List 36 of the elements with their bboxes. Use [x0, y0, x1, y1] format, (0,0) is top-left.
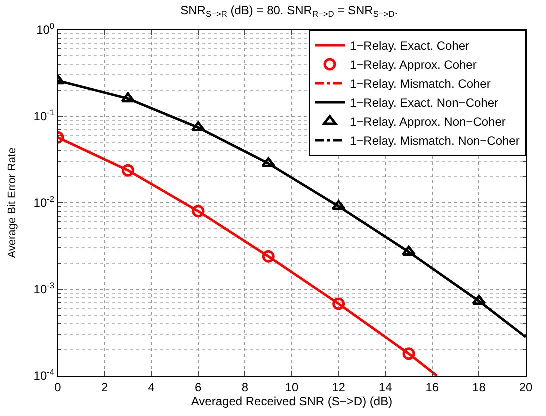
x-tick-label: 18	[472, 380, 486, 394]
point	[262, 157, 276, 168]
point	[262, 250, 275, 263]
x-axis-title: Averaged Received SNR (S−>D) (dB)	[191, 394, 393, 408]
legend-label: 1−Relay. Exact. Coher	[350, 39, 470, 54]
point	[332, 200, 346, 210]
x-tick-label: 8	[242, 380, 249, 394]
x-tick-label: 6	[195, 380, 202, 394]
y-tick-label: 10$^{-3}$	[34, 280, 55, 297]
point	[122, 164, 134, 177]
y-axis-title: Average Bit Error Rate	[6, 148, 18, 258]
legend-label: 1−Relay. Mismatch. Non−Coher	[350, 134, 520, 148]
point	[192, 205, 205, 218]
point	[472, 295, 486, 306]
y-tick-label: 10$^{0}$	[36, 21, 55, 38]
y-tick-label: 10$^{-2}$	[34, 194, 55, 210]
point	[402, 246, 416, 256]
legend-label: 1−Relay. Approx. Non−Coher	[350, 115, 506, 130]
x-tick-label: 10	[285, 380, 299, 394]
x-tick-label: 12	[332, 380, 346, 394]
x-tick-label: 20	[519, 380, 533, 394]
x-tick-label: 14	[378, 380, 393, 394]
x-tick-label: 2	[101, 380, 108, 394]
legend-label: 1−Relay. Exact. Non−Coher	[350, 96, 499, 110]
x-tick-label: 0	[54, 380, 62, 394]
legend-label: 1−Relay. Approx. Coher	[350, 58, 477, 72]
legend-label: 1−Relay. Mismatch. Coher	[350, 77, 491, 92]
y-tick-label: 10$^{-4}$	[34, 367, 55, 384]
x-tick-label: 16	[426, 380, 440, 394]
chart-title: SNR$_{S−>R}$ (dB) = 80. SNR$_{R−>D}$ = SNR$_{S−>D}$.	[180, 4, 398, 20]
point	[332, 298, 346, 310]
point	[402, 348, 416, 360]
point	[191, 122, 206, 132]
x-tick-label: 4	[148, 380, 156, 394]
point	[121, 92, 136, 103]
y-tick-label: 10$^{-1}$	[34, 108, 55, 124]
